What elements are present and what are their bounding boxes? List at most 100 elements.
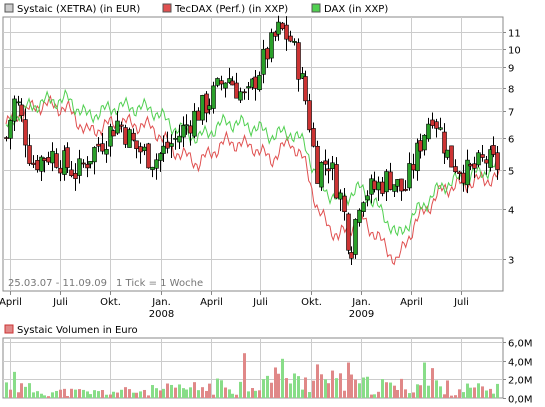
x-tick-label: Juli [52, 297, 68, 308]
candle-body [422, 134, 427, 151]
candle-body [238, 91, 243, 101]
x-year-label: 2009 [349, 309, 374, 320]
volume-bar [339, 373, 342, 398]
volume-bar [297, 376, 300, 398]
candle-body [138, 146, 143, 153]
volume-bar [63, 388, 66, 398]
candle-body [23, 119, 28, 146]
candle-body [111, 130, 116, 137]
candle-body [119, 124, 124, 127]
candle-body [257, 75, 262, 91]
price-y-tick-label: 8 [508, 85, 514, 96]
candle-body [192, 110, 197, 137]
volume-bar [316, 364, 319, 398]
legend-label: Systaic (XETRA) (in EUR) [17, 4, 140, 15]
volume-bar [174, 387, 177, 398]
candle-body [342, 195, 347, 213]
candle-body [150, 166, 155, 170]
candle-body [468, 164, 473, 167]
volume-bar [51, 392, 54, 398]
candle-body [307, 100, 312, 131]
candle-body [230, 80, 235, 86]
volume-bar [143, 389, 146, 398]
candle-body [261, 48, 266, 75]
price-y-tick-label: 10 [508, 46, 521, 57]
volume-bar [135, 392, 138, 398]
volume-bar [185, 389, 188, 398]
candle-body [108, 126, 113, 147]
candle-body [165, 141, 170, 149]
candle-body [69, 169, 74, 176]
volume-bar [59, 389, 62, 398]
volume-bar [170, 384, 173, 398]
candle-body [73, 173, 78, 179]
candle-body [115, 120, 120, 134]
candle-body [92, 147, 97, 163]
candle-body [19, 104, 24, 116]
volume-bar [93, 390, 96, 398]
candle-body [242, 91, 247, 94]
volume-y-axis: 0,0M 2,0M 4,0M 6,0M [503, 339, 533, 406]
candle-body [349, 252, 354, 259]
volume-bar [473, 387, 476, 398]
volume-bar [159, 390, 162, 398]
candle-body [288, 35, 293, 42]
volume-bar [358, 383, 361, 398]
x-tick-label: April [400, 297, 423, 308]
candle-body [46, 157, 51, 163]
candle-body [491, 145, 496, 155]
volume-bar [82, 389, 85, 398]
tick-note: 1 Tick = 1 Woche [116, 278, 203, 289]
candle-body [65, 147, 70, 168]
volume-bar [254, 390, 257, 398]
volume-bar [231, 393, 234, 398]
volume-bar [350, 374, 353, 398]
candle-body [334, 164, 339, 199]
volume-bar [389, 382, 392, 398]
volume-bar [381, 379, 384, 398]
volume-bar [128, 389, 131, 398]
volume-bar [47, 396, 50, 398]
x-tick-label: April [0, 297, 22, 308]
candle-body [353, 219, 358, 255]
volume-bar [377, 391, 380, 398]
range-note: 25.03.07 - 11.09.09 [8, 278, 107, 289]
volume-bar [393, 385, 396, 398]
volume-bar [262, 379, 265, 398]
candle-body [438, 127, 443, 130]
candle-body [415, 142, 420, 172]
volume-bar [362, 377, 365, 398]
volume-bar [312, 380, 315, 398]
volume-y-tick-label: 4,0M [508, 358, 533, 369]
candle-body [399, 178, 404, 192]
legend-label: TecDAX (Perf.) (in XXP) [174, 4, 288, 15]
candle-body [303, 76, 308, 102]
x-tick-label: Juli [453, 297, 469, 308]
volume-bar [162, 388, 165, 398]
x-tick-label: Jan. [351, 297, 371, 308]
candle-body [292, 40, 297, 43]
x-tick-label: April [200, 297, 223, 308]
price-candles [4, 15, 500, 265]
volume-bar [412, 392, 415, 398]
volume-bar [235, 394, 238, 398]
candle-body [465, 159, 470, 186]
volume-bar [454, 395, 457, 398]
volume-bar [423, 362, 426, 398]
volume-bar [270, 382, 273, 398]
volume-bar [70, 388, 73, 398]
volume-bar [147, 395, 150, 398]
volume-bar [89, 394, 92, 398]
candle-body [100, 143, 105, 152]
volume-bar [24, 386, 27, 398]
candle-body [123, 127, 128, 145]
volume-bar [78, 389, 81, 398]
volume-bar [266, 375, 269, 398]
candle-body [35, 160, 40, 171]
price-y-tick-label: 11 [508, 29, 521, 40]
volume-bar [151, 385, 154, 398]
candle-body [376, 181, 381, 191]
volume-bar [66, 396, 69, 398]
candle-body [154, 159, 159, 169]
candle-body [372, 180, 377, 190]
